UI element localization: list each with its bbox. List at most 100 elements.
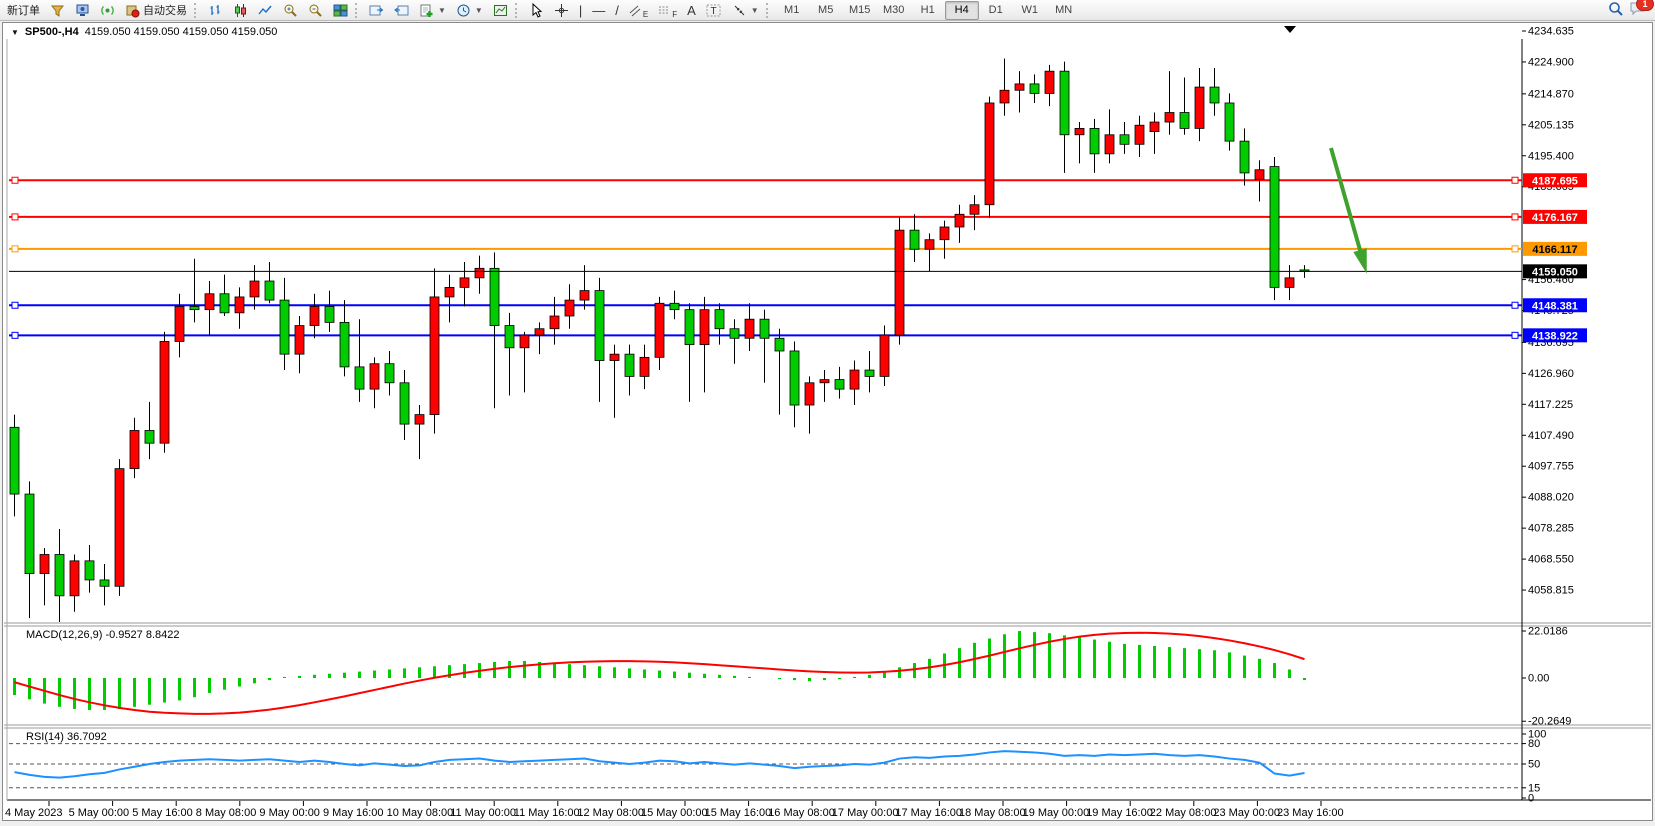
candle-body [144, 430, 155, 444]
collapse-triangle-icon[interactable]: ▼ [11, 27, 19, 37]
cursor-button[interactable] [524, 0, 549, 20]
price-chart[interactable]: 4234.635 4224.900 4214.870 4205.135 4195.400… [3, 23, 1652, 820]
candle-body [309, 306, 320, 326]
time-label: 22 May 08:00 [1150, 807, 1217, 819]
zoom-in-button[interactable] [278, 0, 303, 20]
zoom-out-button[interactable] [303, 0, 328, 20]
candle-body [489, 267, 500, 326]
svg-text:15: 15 [1528, 782, 1540, 794]
template-dropdown[interactable] [488, 0, 513, 20]
timeframe-m5-button[interactable]: M5 [818, 4, 834, 16]
trendline-tool-button[interactable]: / [610, 0, 624, 20]
candle-body [699, 309, 710, 346]
candle-body [414, 414, 425, 425]
candle-body [549, 315, 560, 330]
candle-body [159, 341, 170, 444]
label-tool-button[interactable]: T [701, 0, 727, 20]
candle-body [879, 334, 890, 377]
candle-body [429, 296, 440, 415]
vline-tool-button[interactable]: | [574, 0, 587, 20]
line-handle [1511, 245, 1519, 253]
candle-body [1029, 83, 1040, 94]
channel-tool-button[interactable]: E [624, 0, 653, 20]
toolbar-grip [194, 2, 200, 18]
line-handle [11, 245, 19, 253]
search-icon[interactable] [1608, 1, 1624, 20]
macd-signal-line [14, 631, 1305, 715]
line-chart-button[interactable] [253, 0, 278, 20]
candle-body [534, 328, 545, 336]
timeframe-m1-button[interactable]: M1 [784, 4, 800, 16]
candle-body [1089, 128, 1100, 155]
rsi-label: RSI(14) 36.7092 [26, 731, 107, 743]
candle-body [564, 299, 575, 317]
candle-body [474, 267, 485, 279]
candle-body [324, 306, 335, 323]
bar-chart-button[interactable] [203, 0, 228, 20]
timeframe-w1-button[interactable]: W1 [1021, 4, 1038, 16]
time-label: 9 May 16:00 [323, 807, 384, 819]
chart-ohlc-values: 4159.050 4159.050 4159.050 4159.050 [84, 26, 278, 38]
candle-body [939, 226, 950, 241]
candlestick-chart-button[interactable] [228, 0, 253, 20]
line-handle [1511, 331, 1519, 339]
timeframe-h4-button[interactable]: H4 [944, 0, 979, 20]
crosshair-button[interactable] [549, 0, 574, 20]
timeframe-m15-button[interactable]: M15 [848, 4, 871, 16]
tile-windows-button[interactable] [328, 0, 353, 20]
svg-text:4088.020: 4088.020 [1528, 492, 1574, 504]
svg-text:4138.922: 4138.922 [1532, 330, 1578, 342]
auto-trading-button[interactable]: 自动交易 [120, 0, 192, 20]
new-chart-dropdown[interactable]: ▼ [414, 0, 451, 20]
candle-body [459, 277, 470, 288]
text-tool-button[interactable]: A [682, 0, 701, 20]
svg-text:4166.117: 4166.117 [1532, 244, 1577, 256]
chart-shift-marker[interactable] [1284, 26, 1296, 33]
timeframe-m30-button[interactable]: M30 [882, 4, 905, 16]
candle-body [1164, 112, 1175, 123]
chart-titlebar[interactable]: ▼ SP500-,H4 4159.050 4159.050 4159.050 4… [11, 26, 277, 38]
arrange-autoscroll-button[interactable] [389, 0, 414, 20]
rsi-line [14, 750, 1305, 779]
time-label: 10 May 08:00 [387, 807, 454, 819]
candle-body [1059, 70, 1070, 136]
candle-body [609, 353, 620, 361]
candle-body [804, 382, 815, 406]
terminal-icon[interactable] [70, 0, 95, 20]
arrange-shift-button[interactable] [364, 0, 389, 20]
svg-text:4058.815: 4058.815 [1528, 585, 1574, 597]
candle-body [789, 350, 800, 406]
timeframe-d1-button[interactable]: D1 [988, 4, 1003, 16]
level-price-badge [1523, 173, 1587, 188]
new-order-button[interactable]: 新订单 [2, 0, 45, 20]
hline-glyph: — [592, 2, 606, 18]
signals-icon[interactable] [95, 0, 120, 20]
period-dropdown[interactable]: ▼ [451, 0, 488, 20]
svg-text:4159.050: 4159.050 [1532, 266, 1578, 278]
line-handle [11, 301, 19, 309]
candle-body [24, 493, 35, 574]
candle-body [399, 382, 410, 425]
vline-glyph: | [578, 2, 583, 18]
candle-body [969, 204, 980, 215]
horizontal-level-lines: 4187.695 4176.167 4166.117 4148.381 4138.922 [9, 173, 1587, 343]
hline-tool-button[interactable]: — [587, 0, 610, 20]
candle-body [189, 306, 200, 311]
candle-body [1074, 128, 1085, 136]
fibonacci-tool-button[interactable]: F [653, 0, 682, 20]
candle-body [924, 239, 935, 250]
arrows-tool-dropdown[interactable]: ▼ [727, 0, 764, 20]
chat-icon[interactable]: 1 [1630, 0, 1654, 19]
candle-body [294, 325, 305, 355]
candle-body [114, 468, 125, 587]
chevron-down-icon: ▼ [438, 5, 446, 15]
timeframe-mn-button[interactable]: MN [1055, 4, 1073, 16]
line-handle [1511, 301, 1519, 309]
annotation-arrow[interactable] [1329, 147, 1367, 274]
time-label: 4 May 2023 [5, 807, 62, 819]
timeframe-h1-button[interactable]: H1 [920, 4, 935, 16]
time-label: 5 May 00:00 [69, 807, 130, 819]
line-handle [1511, 213, 1519, 221]
time-label: 17 May 00:00 [832, 807, 899, 819]
funnel-icon[interactable] [45, 0, 70, 20]
